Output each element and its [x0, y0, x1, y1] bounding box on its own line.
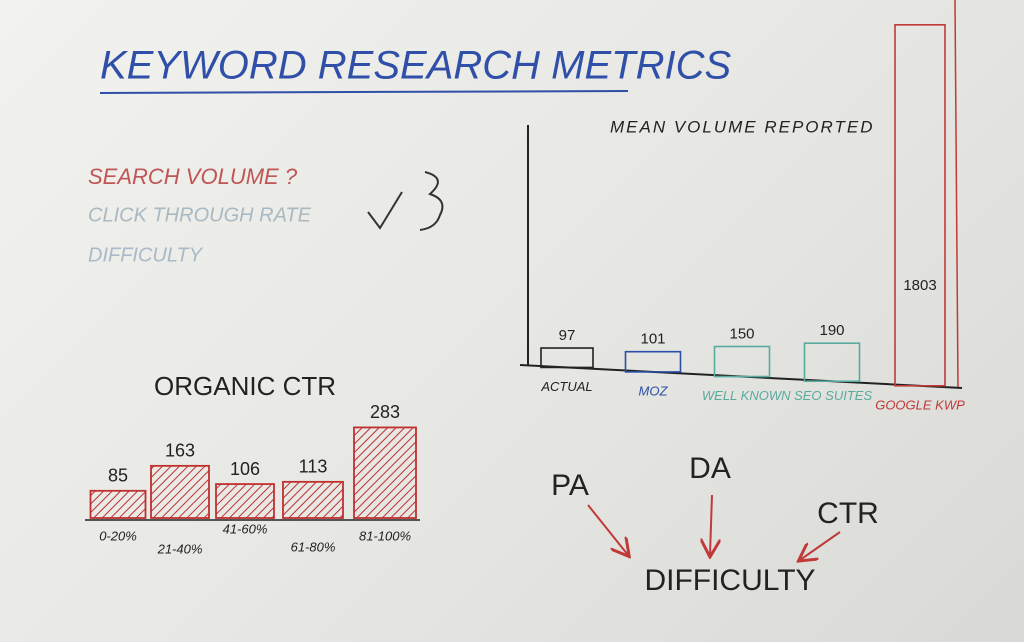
bar [803, 342, 861, 383]
value-label: 163 [165, 441, 195, 461]
category-label: MOZ [639, 383, 669, 398]
value-label: 97 [559, 327, 576, 344]
value-label: 85 [108, 466, 128, 486]
diagram-node: CTR [817, 497, 879, 530]
value-label: 101 [640, 331, 665, 348]
value-label: 283 [370, 402, 400, 422]
chart-title: MEAN VOLUME REPORTED [610, 117, 875, 136]
bullet: CLICK THROUGH RATE [88, 204, 312, 226]
brace [419, 171, 444, 231]
diagram-arrow [587, 504, 628, 555]
bar [540, 347, 594, 369]
bar [624, 350, 682, 373]
value-label: 106 [230, 459, 260, 479]
bullet: DIFFICULTY [88, 244, 204, 266]
red-line [954, 0, 959, 389]
category-label: WELL KNOWN SEO SUITES [702, 388, 873, 403]
bar [215, 483, 275, 519]
board-title: KEYWORD RESEARCH METRICS [100, 44, 731, 88]
check-mark [367, 191, 403, 230]
bar [150, 464, 210, 519]
chart-title: ORGANIC CTR [154, 371, 336, 401]
category-label: 61-80% [291, 539, 336, 554]
diagram-node: DIFFICULTY [644, 564, 815, 597]
bar [353, 426, 417, 519]
value-label: 1803 [903, 277, 936, 294]
bar [89, 489, 147, 519]
diagram-node: DA [689, 452, 731, 485]
value-label: 113 [299, 457, 328, 477]
category-label: 21-40% [157, 541, 203, 556]
diagram-arrow [800, 531, 841, 560]
diagram-arrow [710, 494, 712, 555]
category-label: 81-100% [359, 528, 411, 543]
category-label: GOOGLE KWP [875, 397, 965, 412]
bar [282, 480, 344, 519]
category-label: ACTUAL [540, 379, 592, 394]
value-label: 190 [819, 322, 844, 339]
category-label: 0-20% [99, 528, 137, 543]
category-label: 41-60% [223, 521, 268, 536]
title-underline [99, 90, 629, 94]
bullet: SEARCH VOLUME ? [88, 164, 298, 189]
diagram-node: PA [551, 469, 589, 502]
bar [894, 24, 946, 387]
bar [713, 345, 771, 378]
value-label: 150 [729, 325, 754, 342]
